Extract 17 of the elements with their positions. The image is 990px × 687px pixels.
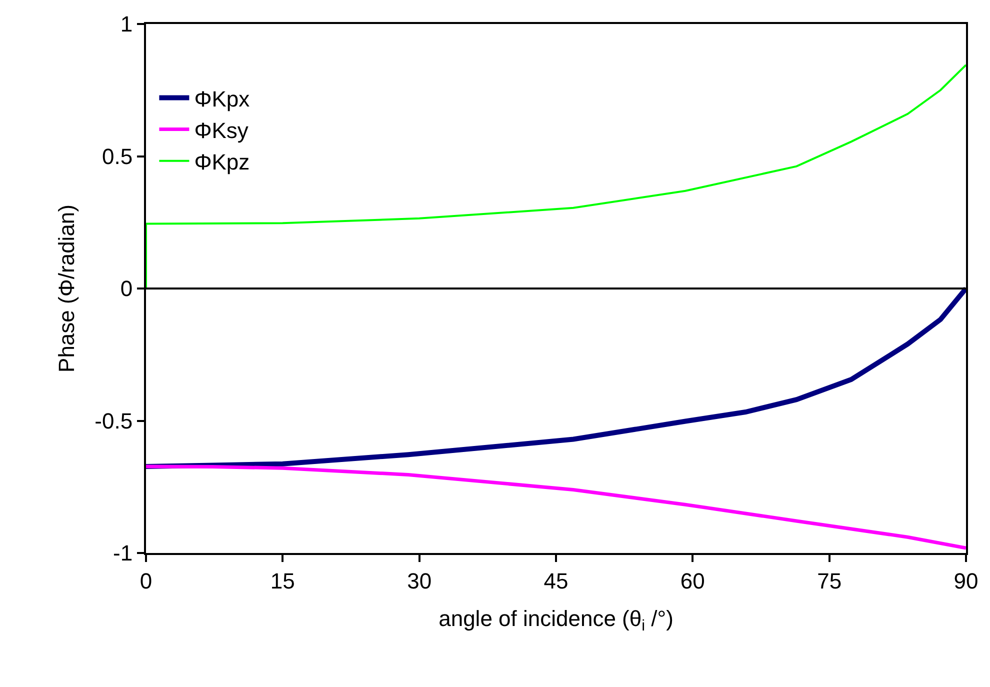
legend-label: ΦKpx: [194, 86, 250, 112]
x-tick-label: 90: [954, 568, 978, 594]
y-tick-label: -0.5: [94, 408, 133, 434]
y-tick-label: 1: [120, 12, 133, 37]
x-tick-label: 75: [817, 568, 842, 594]
legend-label: ΦKsy: [194, 118, 248, 143]
x-tick-label: 30: [407, 568, 432, 594]
y-tick-label: -1: [113, 540, 133, 566]
legend-label: ΦKpz: [194, 149, 250, 174]
x-tick-label: 15: [270, 568, 295, 594]
y-axis-title: Phase (Φ/radian): [54, 204, 79, 372]
x-tick-label: 60: [680, 568, 705, 594]
x-tick-label: 0: [140, 568, 152, 594]
x-axis-title: angle of incidence (θ$_{i}$ /°): [438, 606, 674, 634]
y-tick-label: 0.5: [102, 144, 133, 169]
y-tick-label: 0: [120, 276, 133, 302]
x-tick-label: 45: [544, 568, 568, 594]
